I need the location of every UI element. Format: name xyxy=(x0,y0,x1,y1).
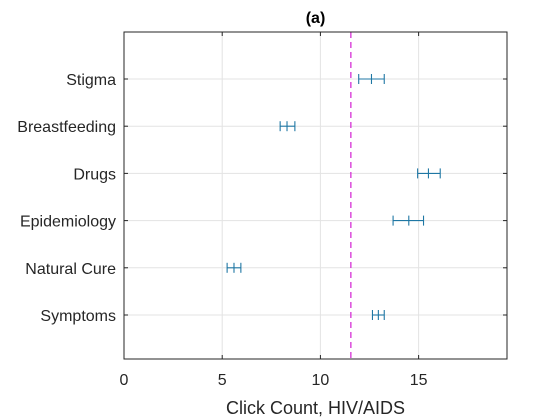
errorbar-natural-cure xyxy=(226,262,242,273)
errorbar-epidemiology xyxy=(392,215,425,226)
chart-title: (a) xyxy=(306,10,326,27)
y-category-label: Drugs xyxy=(73,166,116,183)
x-tick-label: 5 xyxy=(218,372,227,389)
plot-area-frame xyxy=(123,31,508,360)
y-category-label: Natural Cure xyxy=(25,261,116,278)
errorbar-breastfeeding xyxy=(279,121,296,132)
x-tick-label: 15 xyxy=(410,372,428,389)
x-tick-label: 0 xyxy=(120,372,129,389)
errorbar-symptoms xyxy=(371,310,385,320)
x-tick-label: 10 xyxy=(312,372,330,389)
x-axis-label: Click Count, HIV/AIDS xyxy=(226,398,405,418)
grid-layer xyxy=(124,32,507,359)
errorbar-layer xyxy=(226,74,441,320)
y-category-label: Symptoms xyxy=(40,308,116,325)
y-category-label: Breastfeeding xyxy=(17,119,116,136)
errorbar-drugs xyxy=(417,168,441,179)
tick-label-layer: 0 5 10 15 Stigma Breastfeeding Drugs Epidemiolo… xyxy=(17,72,427,389)
y-category-label: Epidemiology xyxy=(20,214,116,231)
errorbar-stigma xyxy=(358,74,385,84)
tick-layer xyxy=(123,32,507,359)
y-category-label: Stigma xyxy=(66,72,116,89)
